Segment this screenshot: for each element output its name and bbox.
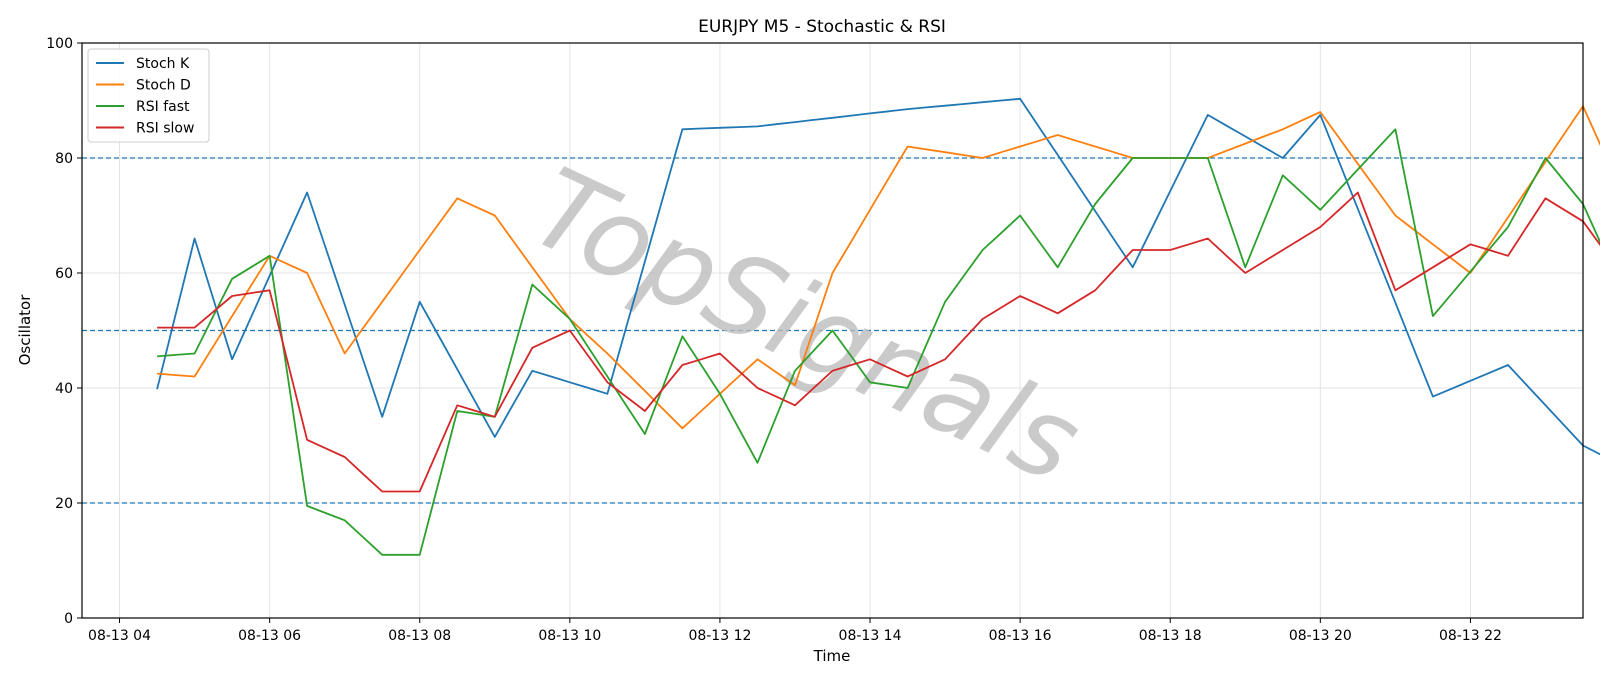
legend-label: Stoch D [136, 78, 191, 94]
y-tick-label: 60 [55, 266, 73, 282]
legend-label: RSI fast [136, 99, 190, 115]
x-tick-label: 08-13 18 [1139, 628, 1202, 644]
x-tick-label: 08-13 20 [1289, 628, 1352, 644]
legend-label: Stoch K [136, 56, 190, 72]
y-tick-label: 20 [55, 496, 73, 512]
series-line-stoch-k [156, 97, 1600, 456]
series-lines [156, 97, 1600, 556]
x-tick-label: 08-13 10 [538, 628, 601, 644]
legend: Stoch K Stoch D RSI fast RSI slow [87, 48, 210, 143]
y-axis-label: Oscillator [16, 294, 34, 366]
x-axis-ticks: 08-13 04 08-13 06 08-13 08 08-13 10 08-13 12… [88, 618, 1502, 644]
series-line-rsi-fast [157, 128, 1600, 556]
y-tick-label: 80 [55, 151, 73, 167]
series-line-stoch-d [157, 105, 1600, 430]
chart-title: EURJPY M5 - Stochastic & RSI [698, 17, 946, 37]
x-tick-label: 08-13 06 [238, 628, 301, 644]
x-axis-label: Time [813, 647, 851, 665]
y-tick-label: 100 [46, 36, 73, 52]
series-line-rsi-slow [157, 191, 1600, 493]
plot-frame [81, 42, 1584, 619]
x-tick-label: 08-13 08 [388, 628, 451, 644]
y-tick-label: 0 [64, 611, 73, 627]
legend-box [87, 48, 210, 143]
legend-label: RSI slow [136, 121, 194, 137]
x-tick-label: 08-13 04 [88, 628, 151, 644]
x-tick-label: 08-13 22 [1439, 628, 1502, 644]
x-tick-label: 08-13 16 [989, 628, 1052, 644]
reference-lines [82, 157, 1583, 504]
y-axis-ticks: 0 20 40 60 80 100 [46, 36, 82, 627]
x-tick-label: 08-13 14 [839, 628, 902, 644]
y-tick-label: 40 [55, 381, 73, 397]
x-tick-label: 08-13 12 [688, 628, 751, 644]
